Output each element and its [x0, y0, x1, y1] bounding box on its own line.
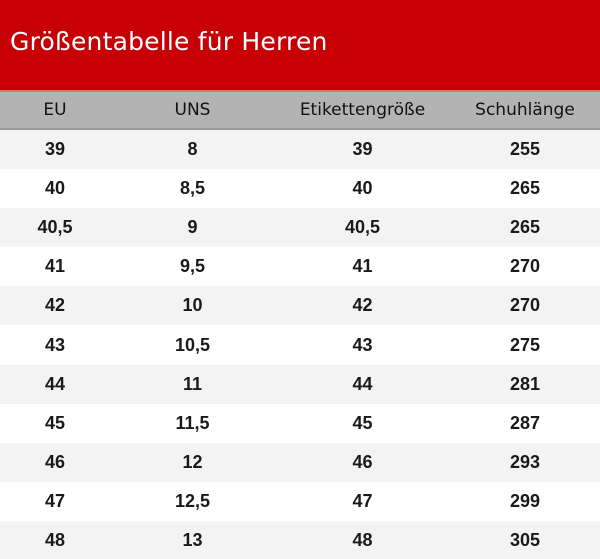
- cell-label-size: 40,5: [344, 217, 381, 238]
- cell-label-size: 46: [352, 451, 373, 472]
- column-header-label-size: Etikettengröße: [299, 100, 426, 120]
- table-row: 40 8,5 40 265: [0, 169, 600, 209]
- cell-shoe-length: 305: [509, 529, 541, 550]
- cell-eu: 43: [44, 334, 66, 355]
- cell-shoe-length: 255: [509, 139, 541, 160]
- cell-us: 13: [182, 529, 203, 550]
- cell-us: 9: [187, 217, 198, 238]
- table-row: 45 11,5 45 287: [0, 403, 600, 443]
- cell-us: 9,5: [179, 256, 206, 277]
- cell-label-size: 45: [352, 412, 373, 433]
- table-row: 41 9,5 41 270: [0, 247, 600, 287]
- cell-eu: 48: [44, 529, 66, 550]
- cell-label-size: 42: [352, 295, 373, 316]
- cell-shoe-length: 265: [509, 178, 541, 199]
- cell-eu: 47: [44, 490, 66, 511]
- cell-eu: 40: [44, 178, 66, 199]
- cell-us: 8: [187, 139, 198, 160]
- table-row: 44 11 44 281: [0, 364, 600, 404]
- cell-us: 10,5: [174, 334, 211, 355]
- divider: [0, 90, 600, 92]
- cell-us: 10: [182, 295, 203, 316]
- table-row: 39 8 39 255: [0, 130, 600, 170]
- cell-shoe-length: 299: [509, 490, 541, 511]
- table-body: 39 8 39 255 40 8,5 40 265 40,5 9 40,5 26…: [0, 130, 600, 559]
- cell-eu: 44: [44, 373, 66, 394]
- cell-shoe-length: 270: [509, 295, 541, 316]
- column-header-us: UNS: [174, 100, 211, 120]
- cell-label-size: 44: [352, 373, 373, 394]
- cell-eu: 45: [44, 412, 66, 433]
- cell-eu: 46: [44, 451, 66, 472]
- cell-label-size: 39: [352, 139, 373, 160]
- table-row: 47 12,5 47 299: [0, 481, 600, 521]
- cell-shoe-length: 275: [509, 334, 541, 355]
- cell-shoe-length: 265: [509, 217, 541, 238]
- cell-label-size: 41: [352, 256, 373, 277]
- table-row: 43 10,5 43 275: [0, 325, 600, 365]
- cell-us: 12: [182, 451, 203, 472]
- cell-shoe-length: 270: [509, 256, 541, 277]
- cell-label-size: 48: [352, 529, 373, 550]
- cell-eu: 40,5: [37, 217, 73, 238]
- cell-us: 8,5: [179, 178, 206, 199]
- column-header-shoe-length: Schuhlänge: [475, 100, 575, 120]
- cell-eu: 39: [44, 139, 66, 160]
- table-row: 42 10 42 270: [0, 286, 600, 326]
- cell-label-size: 47: [352, 490, 373, 511]
- cell-us: 11: [182, 373, 203, 394]
- cell-label-size: 43: [352, 334, 373, 355]
- page-title: Größentabelle für Herren: [10, 26, 328, 56]
- table-header: EU UNS Etikettengröße Schuhlänge: [0, 92, 600, 130]
- cell-label-size: 40: [352, 178, 373, 199]
- cell-eu: 41: [44, 256, 66, 277]
- cell-shoe-length: 293: [509, 451, 541, 472]
- table-row: 48 13 48 305: [0, 520, 600, 559]
- column-header-eu: EU: [43, 100, 67, 120]
- cell-shoe-length: 281: [509, 373, 541, 394]
- cell-eu: 42: [44, 295, 66, 316]
- table-row: 46 12 46 293: [0, 442, 600, 482]
- cell-us: 12,5: [174, 490, 211, 511]
- cell-shoe-length: 287: [509, 412, 541, 433]
- table-row: 40,5 9 40,5 265: [0, 208, 600, 248]
- title-bar: Größentabelle für Herren: [0, 0, 600, 90]
- cell-us: 11,5: [175, 412, 210, 433]
